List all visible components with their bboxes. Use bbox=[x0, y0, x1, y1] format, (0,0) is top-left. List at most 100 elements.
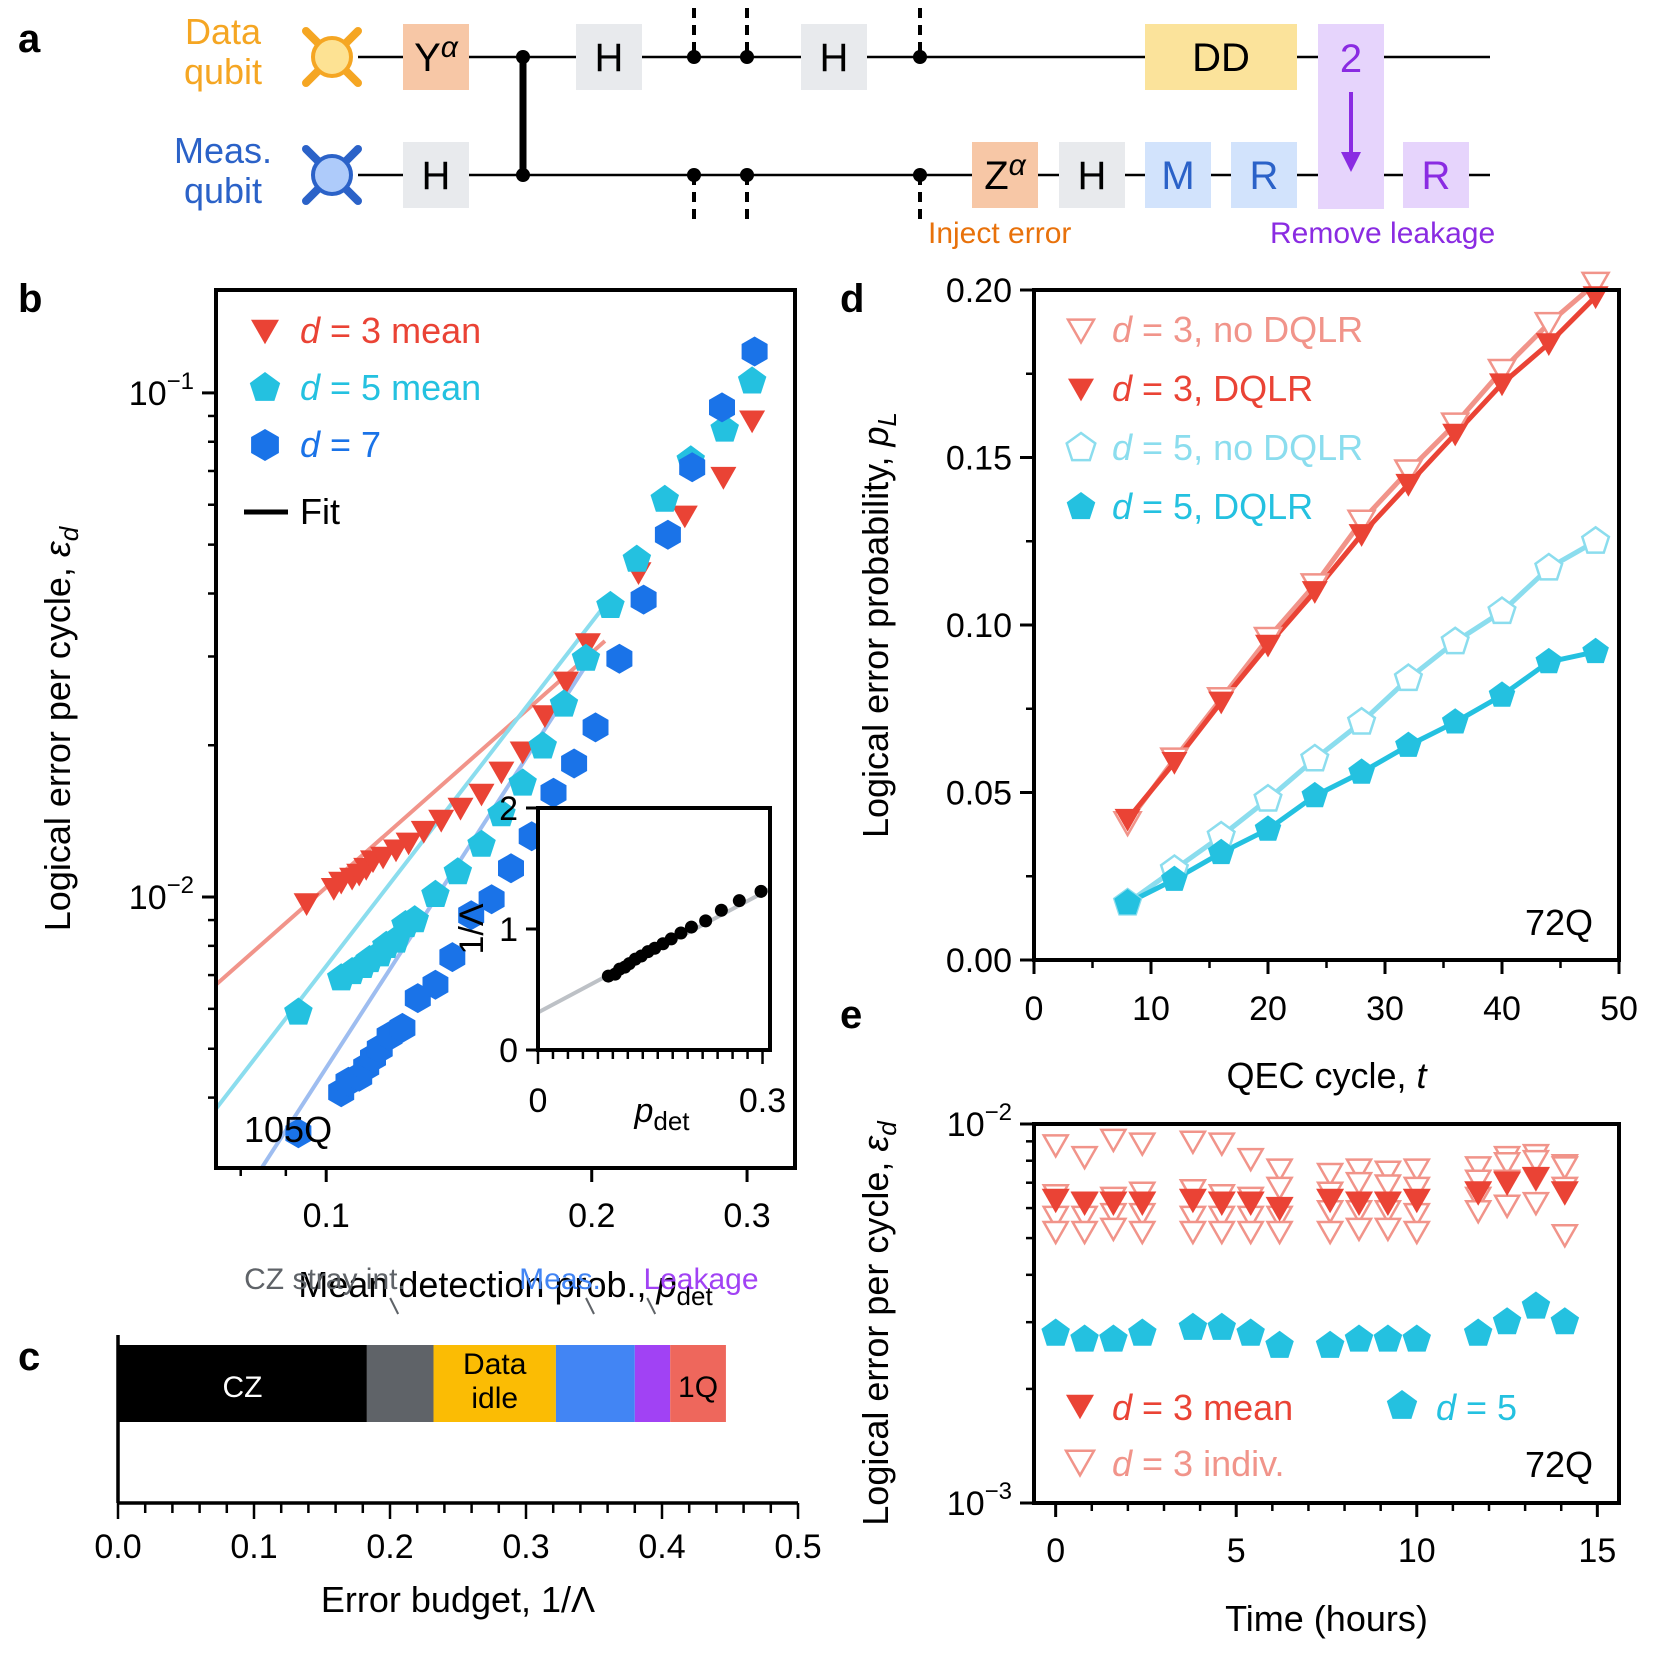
m-gate-text: M bbox=[1161, 154, 1194, 198]
data-point-d3-indiv bbox=[1207, 1220, 1236, 1246]
inset-x-axis-label: pdet bbox=[633, 1092, 690, 1136]
neighbor-cz-dot-meas-0 bbox=[687, 168, 701, 182]
data-point-d5 bbox=[284, 997, 313, 1025]
y-tick-label: 10−3 bbox=[947, 1478, 1012, 1523]
y-tick-label: 0.10 bbox=[946, 607, 1012, 645]
data-point-d5 bbox=[737, 366, 767, 394]
x-tick-label: 20 bbox=[1249, 990, 1287, 1028]
legend-entry-d7: d = 7 bbox=[300, 424, 381, 465]
panel-letter-a: a bbox=[18, 17, 41, 61]
x-tick-label: 50 bbox=[1600, 990, 1638, 1028]
meas-qubit-label: Meas. qubit bbox=[174, 130, 272, 211]
legend-variable: d bbox=[1436, 1387, 1457, 1428]
data-point-d3 bbox=[671, 505, 698, 529]
y-alpha-gate-superscript: α bbox=[441, 31, 459, 64]
data-point-d3-indiv bbox=[1099, 1217, 1128, 1243]
data-point-d5-no-dqlr bbox=[1580, 525, 1611, 554]
budget-segment-cz-stray-int bbox=[366, 1345, 434, 1422]
x-axis-label: Error budget, 1/Λ bbox=[321, 1579, 595, 1620]
legend-variable: d bbox=[1112, 1387, 1133, 1428]
data-point-d5 bbox=[1041, 1318, 1070, 1346]
data-point-d5 bbox=[1236, 1318, 1265, 1346]
meas-qubit-label-line1: Meas. bbox=[174, 130, 272, 171]
h-gate-data-2-label: H bbox=[820, 36, 849, 80]
data-point-d3 bbox=[383, 839, 409, 863]
data-point-d3-dqlr bbox=[1208, 691, 1235, 715]
data-point-d3 bbox=[531, 705, 558, 728]
y-axis-label-subscript: d bbox=[54, 525, 84, 541]
x-tick-label: 0.2 bbox=[568, 1197, 615, 1235]
budget-segment-data-idle-label: Data idle bbox=[463, 1348, 527, 1415]
y-axis-label-subscript: L bbox=[872, 412, 902, 426]
data-point-d3-indiv bbox=[1315, 1220, 1345, 1246]
y-tick-label: 0.15 bbox=[946, 440, 1012, 478]
neighbor-cz-dot-meas-2 bbox=[913, 168, 927, 182]
budget-segment-cz-label: CZ bbox=[222, 1371, 262, 1404]
data-point-d3-indiv bbox=[1344, 1158, 1374, 1184]
h-gate-data-2-text: H bbox=[820, 36, 849, 80]
data-point-d5 bbox=[1344, 1324, 1374, 1352]
data-point-d3-mean bbox=[1402, 1188, 1431, 1214]
inset-y-tick-label: 2 bbox=[499, 790, 518, 828]
y-axis-label-text: Logical error per cycle, bbox=[37, 557, 78, 931]
data-point-d5 bbox=[528, 731, 557, 759]
data-point-d3-indiv bbox=[1402, 1220, 1431, 1246]
legend-entry-d3-dqlr: d = 3, DQLR bbox=[1112, 368, 1313, 409]
data-point-d5-dqlr bbox=[1114, 889, 1141, 915]
data-point-d3-indiv bbox=[1041, 1134, 1070, 1159]
r-gate-leak-box bbox=[1403, 142, 1469, 208]
data-point-d3 bbox=[509, 741, 536, 765]
callout-meas-leader bbox=[585, 1297, 595, 1315]
data-point-d5 bbox=[1128, 1318, 1157, 1346]
x-axis-label: Mean detection prob., pdet bbox=[298, 1264, 713, 1311]
y-axis-label: Logical error probability, pL bbox=[855, 412, 902, 838]
dd-gate-label: DD bbox=[1192, 36, 1250, 80]
chip-annotation: 72Q bbox=[1525, 1444, 1593, 1485]
data-point-d3-indiv bbox=[1402, 1176, 1431, 1202]
data-point-d3-dqlr bbox=[1442, 423, 1469, 447]
legend-text: = 5 mean bbox=[320, 367, 481, 408]
budget-segment-1q-label: 1Q bbox=[678, 1371, 718, 1404]
z-alpha-gate-box bbox=[972, 142, 1038, 208]
data-point-d5-dqlr bbox=[1301, 781, 1329, 808]
callout-leakage-leader bbox=[646, 1297, 657, 1315]
data-point-d3 bbox=[553, 671, 579, 695]
data-point-d3-indiv bbox=[1236, 1147, 1265, 1173]
z-alpha-gate-superscript: α bbox=[1009, 149, 1027, 182]
data-point-d7 bbox=[709, 392, 735, 423]
legend-variable: d bbox=[1112, 486, 1133, 527]
data-point-d5 bbox=[1550, 1307, 1580, 1335]
legend-marker-d3-indiv bbox=[1063, 1449, 1097, 1478]
m-gate-box bbox=[1145, 142, 1211, 208]
neighbor-cz-dot-data-1 bbox=[740, 50, 754, 64]
h-gate-meas-1-label: H bbox=[422, 154, 451, 198]
data-point-d5-dqlr bbox=[1348, 758, 1375, 784]
h-gate-meas-2-box bbox=[1059, 142, 1125, 208]
data-point-d5 bbox=[1315, 1330, 1345, 1358]
data-qubit-label-line1: Data bbox=[185, 11, 262, 52]
y-axis-label-symbol: p bbox=[855, 426, 896, 447]
data-point-d3-indiv bbox=[1373, 1174, 1403, 1200]
data-point-d3-mean bbox=[1373, 1191, 1402, 1216]
y-tick-base: 10 bbox=[947, 1485, 985, 1523]
data-point-d5 bbox=[400, 905, 429, 933]
fit-line-d7 bbox=[259, 667, 586, 1168]
data-point-d3-indiv bbox=[1492, 1194, 1522, 1220]
data-point-d5-dqlr bbox=[1254, 815, 1282, 841]
data-point-d7 bbox=[478, 884, 505, 915]
data-point-d3-mean bbox=[1128, 1191, 1157, 1216]
data-point-d3-indiv bbox=[1128, 1132, 1157, 1158]
data-point-d7 bbox=[654, 519, 681, 550]
data-point-d3-indiv bbox=[1265, 1176, 1294, 1202]
inset-data-point bbox=[664, 932, 678, 946]
h-gate-meas-2-text: H bbox=[1078, 154, 1107, 198]
data-point-d5-dqlr bbox=[1395, 731, 1422, 757]
data-point-d3-dqlr bbox=[1161, 752, 1188, 775]
data-point-d3-no-dqlr bbox=[1346, 509, 1377, 537]
x-tick-label: 0.3 bbox=[723, 1197, 770, 1235]
meas-qubit-icon bbox=[302, 145, 362, 205]
data-point-d5 bbox=[487, 799, 516, 827]
data-point-d5 bbox=[1265, 1330, 1294, 1358]
data-point-d7 bbox=[561, 748, 588, 779]
data-point-d3-indiv bbox=[1070, 1220, 1099, 1246]
